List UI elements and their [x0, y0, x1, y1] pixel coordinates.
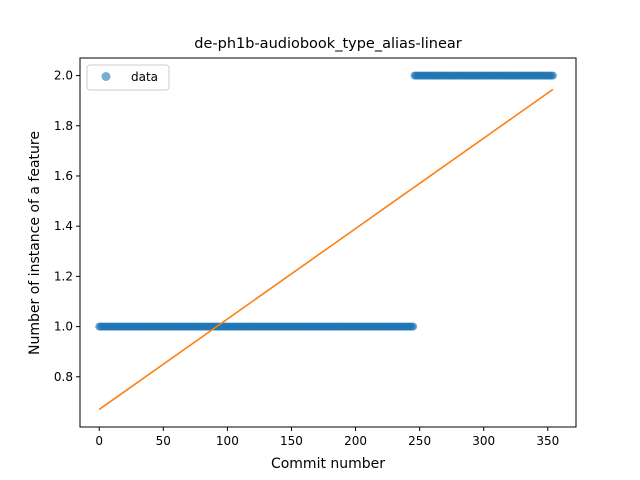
x-tick-label: 350 [536, 434, 559, 448]
legend-label: data [131, 70, 158, 84]
y-tick-label: 0.8 [54, 370, 73, 384]
y-tick-label: 1.8 [54, 119, 73, 133]
y-tick-label: 1.4 [54, 219, 73, 233]
y-tick-label: 2.0 [54, 69, 73, 83]
y-tick-label: 1.0 [54, 320, 73, 334]
x-tick-label: 150 [280, 434, 303, 448]
x-tick-label: 50 [156, 434, 171, 448]
data-point [409, 322, 418, 331]
plot-area [95, 71, 557, 411]
x-axis-label: Commit number [271, 456, 385, 472]
legend-box [86, 64, 170, 91]
x-tick-label: 200 [344, 434, 367, 448]
fit-line [98, 88, 554, 411]
data-point [548, 71, 557, 80]
chart-title: de-ph1b-audiobook_type_alias-linear [194, 36, 461, 52]
x-tick-label: 0 [95, 434, 103, 448]
y-tick-label: 1.6 [54, 169, 73, 183]
x-tick-label: 250 [408, 434, 431, 448]
x-tick-label: 300 [472, 434, 495, 448]
axes: 0 50 100 150 200 250 300 350 0.8 1.0 1.2 1.4 1.6 1.8 2… [54, 57, 577, 448]
legend: data [86, 64, 170, 91]
legend-marker [101, 72, 111, 81]
y-axis-label: Number of instance of a feature [27, 131, 43, 355]
x-tick-label: 100 [216, 434, 239, 448]
axes-frame [79, 57, 577, 428]
y-tick-label: 1.2 [54, 269, 73, 283]
